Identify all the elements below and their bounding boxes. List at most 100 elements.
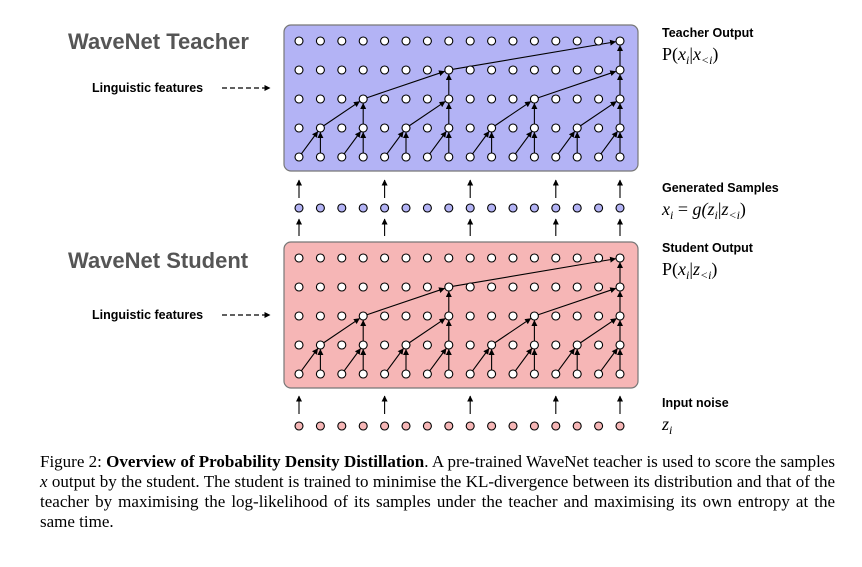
generated-sample-dot [315, 203, 325, 213]
noise-dot [529, 421, 539, 431]
noise-dot [294, 421, 304, 431]
network-node [551, 94, 561, 104]
network-connection [452, 39, 617, 70]
network-node [315, 36, 325, 46]
network-connection [600, 131, 618, 155]
network-node [487, 36, 497, 46]
network-node [465, 65, 475, 75]
noise-dot [380, 421, 390, 431]
network-node [380, 369, 390, 379]
caption-variable: x [40, 472, 48, 491]
network-node [444, 36, 454, 46]
network-connection [452, 256, 617, 287]
network-connection [343, 131, 361, 155]
network-node [380, 94, 390, 104]
teacher-linguistic-label: Linguistic features [92, 81, 203, 95]
student-output-label: Student Output [662, 241, 754, 255]
network-node [615, 94, 625, 104]
network-node [380, 36, 390, 46]
network-node [615, 340, 625, 350]
network-node [401, 94, 411, 104]
generated-sample-dot [465, 203, 475, 213]
network-node [401, 123, 411, 133]
network-node [487, 152, 497, 162]
network-node [508, 369, 518, 379]
network-node [551, 123, 561, 133]
network-node [337, 253, 347, 263]
network-node [615, 152, 625, 162]
network-node [487, 311, 497, 321]
network-node [529, 311, 539, 321]
network-node [594, 369, 604, 379]
network-node [337, 123, 347, 133]
network-connection [514, 348, 533, 372]
network-node [294, 282, 304, 292]
generated-samples-label: Generated Samples [662, 181, 779, 195]
network-node [422, 65, 432, 75]
network-connection [409, 101, 446, 127]
network-node [551, 282, 561, 292]
caption-bold-title: Overview of Probability Density Distilla… [106, 452, 425, 471]
network-node [572, 282, 582, 292]
network-node [487, 94, 497, 104]
network-node [444, 369, 454, 379]
network-node [337, 152, 347, 162]
network-node [572, 369, 582, 379]
network-node [422, 311, 432, 321]
network-node [294, 253, 304, 263]
network-node [615, 36, 625, 46]
network-node [337, 94, 347, 104]
generated-sample-dot [572, 203, 582, 213]
network-node [615, 282, 625, 292]
network-node [594, 311, 604, 321]
network-node [422, 282, 432, 292]
caption-text-2: output by the student. The student is tr… [40, 472, 835, 531]
network-connection [494, 101, 532, 127]
network-node [422, 369, 432, 379]
network-node [315, 253, 325, 263]
noise-dot [572, 421, 582, 431]
generated-sample-dot [444, 203, 454, 213]
network-node [401, 36, 411, 46]
generated-sample-dot [294, 203, 304, 213]
network-node [487, 123, 497, 133]
noise-dot [465, 421, 475, 431]
network-node [594, 65, 604, 75]
network-node [294, 152, 304, 162]
network-connection [557, 348, 575, 372]
caption-text-1: . A pre-trained WaveNet teacher is used … [424, 452, 835, 471]
network-node [294, 123, 304, 133]
network-node [529, 65, 539, 75]
network-node [358, 311, 368, 321]
network-connection [472, 348, 490, 372]
network-node [529, 123, 539, 133]
network-node [422, 340, 432, 350]
network-node [401, 340, 411, 350]
network-node [337, 340, 347, 350]
network-connection [323, 101, 360, 127]
network-node [401, 152, 411, 162]
network-node [358, 36, 368, 46]
network-node [422, 36, 432, 46]
network-node [444, 94, 454, 104]
network-node [551, 340, 561, 350]
network-node [315, 123, 325, 133]
network-node [380, 65, 390, 75]
network-node [444, 253, 454, 263]
network-node [551, 36, 561, 46]
network-connection [323, 318, 360, 344]
network-node [508, 94, 518, 104]
network-connection [386, 348, 404, 372]
network-node [315, 282, 325, 292]
noise-dot [422, 421, 432, 431]
network-node [315, 311, 325, 321]
noise-dot [444, 421, 454, 431]
network-connection [472, 131, 490, 155]
teacher-network-box [283, 24, 639, 172]
network-node [380, 253, 390, 263]
network-node [551, 152, 561, 162]
network-node [508, 311, 518, 321]
network-connection [580, 318, 617, 344]
noise-dot [487, 421, 497, 431]
figure-caption: Figure 2: Overview of Probability Densit… [40, 452, 835, 532]
